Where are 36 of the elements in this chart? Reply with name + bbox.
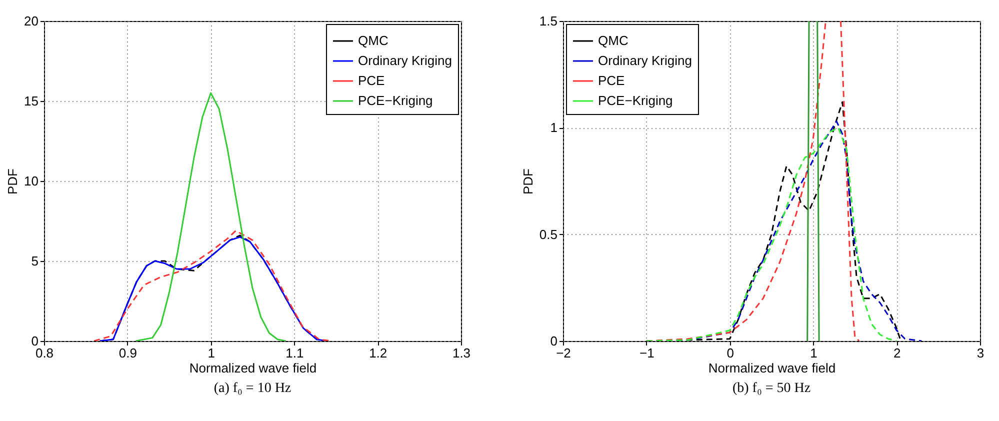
x-tick-label: 1 [810,346,818,360]
legend-label: QMC [358,33,388,48]
x-tick-label: 2 [893,346,901,360]
legend-label: PCE−Kriging [358,93,433,108]
x-tick-label: 1.3 [452,346,471,360]
x-tick-label: 1.2 [369,346,388,360]
text: (b) f₀ = 50 Hz [732,381,811,396]
y-tick-label: 1.5 [539,14,558,28]
y-tick-label: 1 [550,120,558,136]
x-tick-label: 1.1 [286,346,304,360]
legend-label: PCE [598,73,626,88]
x-axis-title: Normalized wave field [189,360,317,376]
legend-label: PCE [358,73,386,88]
legend-label: QMC [598,33,628,48]
x-tick-label: 1 [208,346,215,360]
x-tick-label: 0.8 [35,346,54,360]
y-tick-label: 0.5 [539,226,558,242]
y-tick-label: 10 [24,174,38,188]
x-tick-label: −1 [639,346,654,360]
x-tick-label: −2 [556,346,571,360]
y-tick-label: 0 [550,334,558,348]
legend-label: PCE−Kriging [598,93,673,108]
legend-label: Ordinary Kriging [358,53,452,68]
y-tick-label: 0 [31,334,38,348]
line-series [134,92,287,341]
y-axis-title: PDF [5,168,20,194]
y-tick-label: 15 [24,94,38,108]
y-axis-title: PDF [520,168,536,194]
x-tick-label: 0 [726,346,734,360]
text: (a) f₀ = 10 Hz [214,381,292,396]
y-tick-label: 5 [31,254,38,268]
x-tick-label: 0.9 [118,346,137,360]
legend-label: Ordinary Kriging [598,53,692,68]
x-axis-title: Normalized wave field [708,360,836,376]
x-tick-label: 3 [976,346,984,360]
y-tick-label: 20 [24,14,38,28]
